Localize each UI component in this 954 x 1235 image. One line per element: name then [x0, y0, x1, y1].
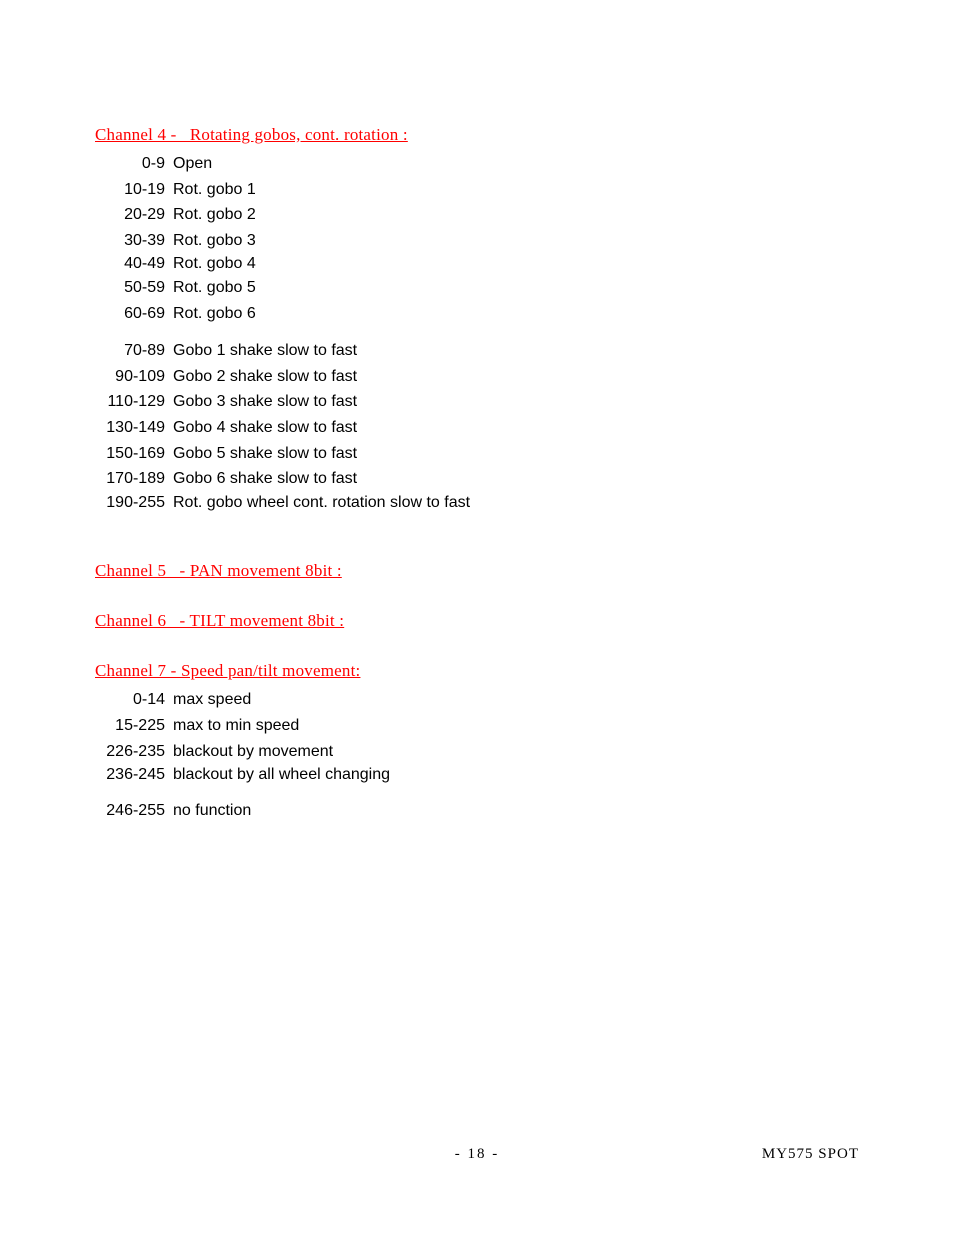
value-desc: Rot. gobo 3 [173, 228, 859, 254]
value-range: 30-39 [95, 228, 173, 254]
value-range: 150-169 [95, 441, 173, 467]
value-range: 226-235 [95, 739, 173, 765]
table-row: 170-189 Gobo 6 shake slow to fast [95, 466, 859, 492]
value-desc: Gobo 4 shake slow to fast [173, 415, 859, 441]
channel-7-heading: Channel 7 - Speed pan/tilt movement: [95, 661, 859, 681]
value-desc: Gobo 1 shake slow to fast [173, 338, 859, 364]
value-range: 190-255 [95, 492, 173, 514]
value-desc: Rot. gobo wheel cont. rotation slow to f… [173, 492, 859, 514]
value-range: 110-129 [95, 389, 173, 415]
value-desc: no function [173, 798, 859, 824]
value-range: 0-9 [95, 151, 173, 177]
channel-5-heading: Channel 5 - PAN movement 8bit : [95, 561, 859, 581]
value-range: 60-69 [95, 301, 173, 327]
value-range: 246-255 [95, 798, 173, 824]
table-row: 50-59 Rot. gobo 5 [95, 275, 859, 301]
value-range: 130-149 [95, 415, 173, 441]
page-content: Channel 4 - Rotating gobos, cont. rotati… [0, 0, 954, 823]
value-range: 50-59 [95, 275, 173, 301]
value-range: 90-109 [95, 364, 173, 390]
table-row: 0-14 max speed [95, 687, 859, 713]
model-label: MY575 SPOT [762, 1146, 859, 1163]
value-desc: Rot. gobo 5 [173, 275, 859, 301]
table-row: 15-225 max to min speed [95, 713, 859, 739]
table-row: 110-129 Gobo 3 shake slow to fast [95, 389, 859, 415]
value-desc: Gobo 3 shake slow to fast [173, 389, 859, 415]
table-row: 130-149 Gobo 4 shake slow to fast [95, 415, 859, 441]
table-row: 20-29 Rot. gobo 2 [95, 202, 859, 228]
table-row: 60-69 Rot. gobo 6 [95, 301, 859, 327]
table-row: 246-255 no function [95, 798, 859, 824]
value-range: 10-19 [95, 177, 173, 203]
table-row: 190-255 Rot. gobo wheel cont. rotation s… [95, 492, 859, 514]
value-range: 236-245 [95, 764, 173, 786]
table-row: 236-245 blackout by all wheel changing [95, 764, 859, 786]
value-desc: blackout by movement [173, 739, 859, 765]
value-range: 20-29 [95, 202, 173, 228]
table-row: 70-89 Gobo 1 shake slow to fast [95, 338, 859, 364]
value-range: 170-189 [95, 466, 173, 492]
value-desc: max speed [173, 687, 859, 713]
channel-4-heading: Channel 4 - Rotating gobos, cont. rotati… [95, 125, 859, 145]
value-desc: Gobo 6 shake slow to fast [173, 466, 859, 492]
value-desc: Rot. gobo 6 [173, 301, 859, 327]
value-desc: Gobo 5 shake slow to fast [173, 441, 859, 467]
value-desc: Open [173, 151, 859, 177]
value-desc: Gobo 2 shake slow to fast [173, 364, 859, 390]
value-desc: Rot. gobo 2 [173, 202, 859, 228]
value-range: 0-14 [95, 687, 173, 713]
table-row: 90-109 Gobo 2 shake slow to fast [95, 364, 859, 390]
value-desc: max to min speed [173, 713, 859, 739]
table-row: 226-235 blackout by movement [95, 739, 859, 765]
value-desc: Rot. gobo 1 [173, 177, 859, 203]
value-range: 15-225 [95, 713, 173, 739]
table-row: 30-39 Rot. gobo 3 [95, 228, 859, 254]
channel-6-heading: Channel 6 - TILT movement 8bit : [95, 611, 859, 631]
value-desc: blackout by all wheel changing [173, 764, 859, 786]
table-row: 40-49 Rot. gobo 4 [95, 253, 859, 275]
value-range: 70-89 [95, 338, 173, 364]
table-row: 0-9 Open [95, 151, 859, 177]
table-row: 10-19 Rot. gobo 1 [95, 177, 859, 203]
value-desc: Rot. gobo 4 [173, 253, 859, 275]
value-range: 40-49 [95, 253, 173, 275]
table-row: 150-169 Gobo 5 shake slow to fast [95, 441, 859, 467]
